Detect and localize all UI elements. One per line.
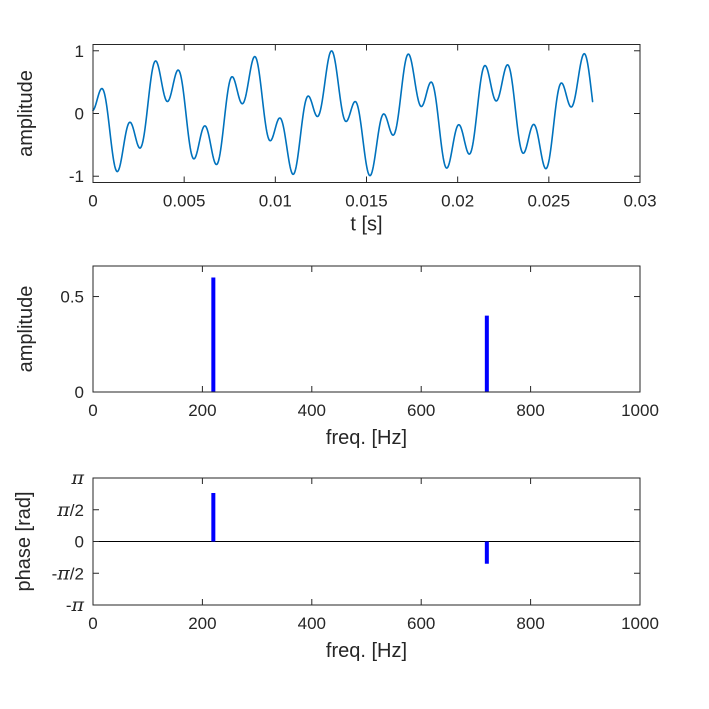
y-tick-label: -π [66,594,85,616]
y-tick-label: π/2 [56,499,84,521]
time-x-axis-label: t [s] [350,214,382,236]
x-tick-label: 0 [88,401,97,420]
x-tick-label: 0.02 [441,192,474,211]
x-tick-label: 0.015 [345,192,388,211]
y-tick-label: 0.5 [60,288,84,307]
y-tick-label: π [71,467,85,489]
time-domain-content: 0 0.005 0.01 0.015 0.02 0.025 0.03-101 [69,42,657,211]
amplitude-spectrum-plot: 0 200 400 600 800 1000 0 0.5 freq. [Hz] amplitu… [15,265,659,449]
x-tick-label: 400 [298,614,326,633]
x-tick-label: 0 [88,192,97,211]
amplitude-x-axis-label: freq. [Hz] [326,427,407,449]
y-tick-label: -1 [69,167,84,186]
waveform-path [92,50,594,177]
x-tick-label: 0 [88,614,97,633]
x-tick-label: 0.01 [259,192,292,211]
x-tick-label: 1000 [621,614,659,633]
y-tick-label: 1 [75,42,84,61]
x-tick-label: 1000 [621,401,659,420]
y-tick-label: -π/2 [52,562,84,584]
phase-spectrum-content: 0 200 400 600 800 1000 π π/2 0 -π/2 -π [52,467,659,633]
x-tick-label: 800 [516,401,544,420]
amplitude-spectrum-content: 0 200 400 600 800 1000 0 0.5 [60,265,659,420]
x-tick-label: 600 [407,614,435,633]
phase-x-axis-label: freq. [Hz] [326,640,407,662]
x-tick-label: 400 [298,401,326,420]
phase-y-axis-label: phase [rad] [13,491,35,591]
x-tick-label: 200 [188,401,216,420]
time-domain-plot: 0 0.005 0.01 0.015 0.02 0.025 0.03-101 t [s] a… [15,42,657,236]
x-tick-label: 600 [407,401,435,420]
x-tick-label: 0.005 [163,192,206,211]
y-tick-label: 0 [75,533,84,552]
axes-box [92,265,641,393]
x-tick-label: 0.03 [623,192,656,211]
time-y-axis-label: amplitude [15,70,37,157]
x-tick-label: 0.025 [528,192,571,211]
y-tick-label: 0 [75,383,84,402]
y-tick-label: 0 [75,105,84,124]
x-tick-label: 200 [188,614,216,633]
amplitude-y-axis-label: amplitude [15,286,37,373]
x-tick-label: 800 [516,614,544,633]
